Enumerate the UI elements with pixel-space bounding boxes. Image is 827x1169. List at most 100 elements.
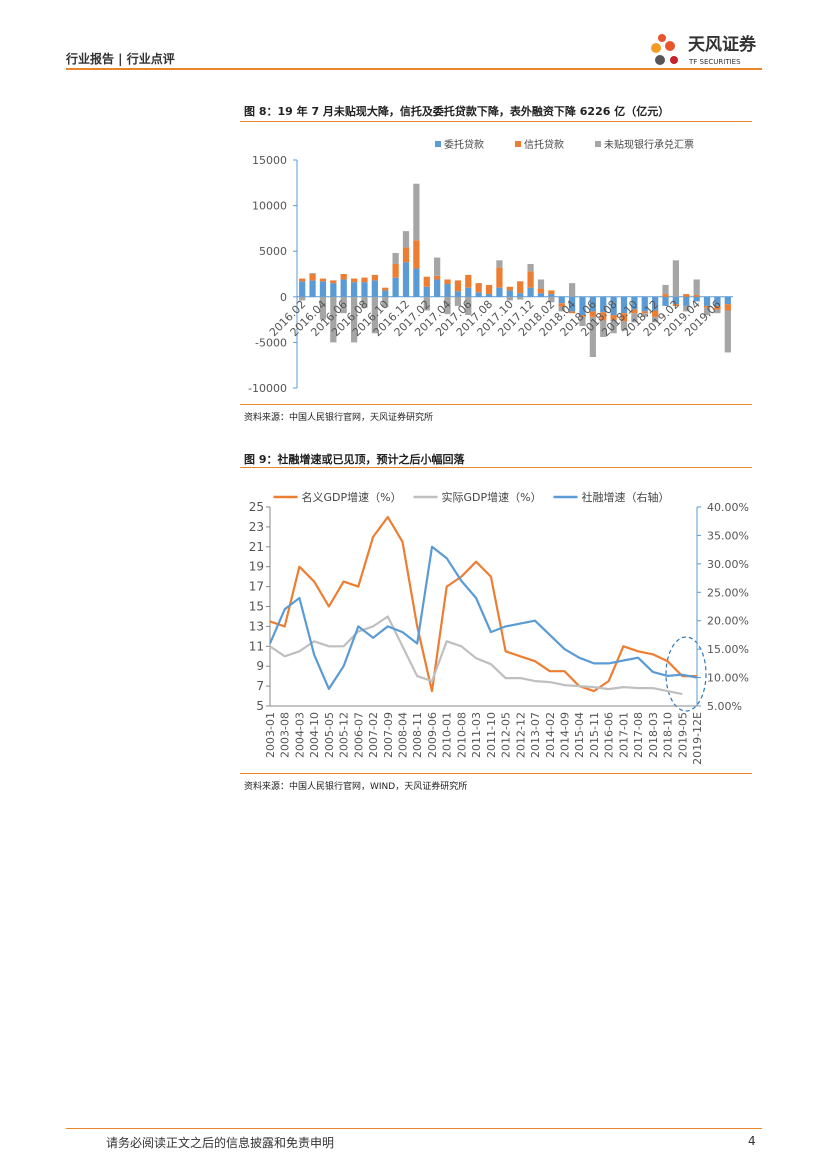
figure-rule — [240, 467, 752, 468]
y2-tick-label: 35.00% — [707, 529, 749, 542]
bar — [444, 279, 451, 285]
line-series — [269, 615, 683, 696]
x-tick-label: 2010-01 — [441, 712, 454, 758]
bar — [568, 283, 576, 297]
x-tick-label: 2012-12 — [514, 712, 527, 758]
bar — [371, 280, 378, 297]
bar — [382, 290, 389, 297]
bar — [361, 296, 368, 308]
x-tick-label: 2003-08 — [279, 712, 292, 758]
bar — [382, 296, 389, 307]
x-tick-label: 2008-04 — [397, 712, 410, 758]
logo: 天风证券 TF SECURITIES — [651, 34, 757, 66]
y-tick-label: 23 — [249, 520, 264, 534]
x-tick-label: 2011-03 — [470, 712, 483, 758]
charts: -10000-50000500010000150002016.022016.04… — [248, 138, 749, 765]
bar — [506, 290, 513, 297]
bar — [496, 287, 503, 297]
bar — [465, 296, 472, 316]
bar — [454, 291, 462, 297]
y-tick-label: 0 — [280, 291, 287, 304]
source: 资料来源：中国人民银行官网，WIND，天风证券研究所 — [244, 782, 468, 792]
x-tick-label: 2018-10 — [662, 712, 675, 758]
bar — [392, 263, 399, 278]
bar — [423, 296, 430, 311]
bar — [724, 304, 731, 311]
bar — [423, 276, 430, 287]
bar — [517, 296, 524, 300]
bar — [392, 277, 399, 297]
bar — [610, 319, 617, 334]
bar — [568, 311, 576, 314]
bar — [309, 280, 316, 297]
legend-swatch — [595, 141, 601, 147]
bar — [413, 268, 420, 297]
bar — [693, 296, 700, 302]
bar — [579, 315, 586, 317]
bar — [454, 296, 462, 306]
y-tick-label: 13 — [249, 619, 264, 633]
figure-title: 图 8：19 年 7 月未贴现大降，信托及委托贷款下降，表外融资下降 6226 … — [244, 105, 670, 118]
bar — [361, 277, 368, 283]
bar — [361, 282, 368, 297]
bar — [371, 296, 378, 334]
y2-tick-label: 20.00% — [707, 615, 749, 628]
y-tick-label: -10000 — [248, 382, 287, 395]
bar — [517, 293, 524, 297]
bar — [506, 296, 513, 301]
bar — [631, 313, 638, 323]
bar — [672, 296, 680, 305]
bar — [413, 240, 420, 269]
bar — [434, 279, 441, 297]
x-tick-label: 2003-01 — [264, 712, 277, 758]
logo-dot — [670, 56, 678, 64]
bar — [537, 288, 545, 294]
y-tick-label: 5000 — [259, 245, 287, 258]
bar — [662, 294, 669, 297]
bar — [714, 296, 721, 306]
bar — [485, 284, 493, 295]
bar — [309, 273, 316, 274]
bar — [465, 274, 472, 288]
y2-tick-label: 10.00% — [707, 672, 749, 685]
bar — [319, 296, 327, 320]
bar — [589, 311, 596, 317]
x-tick-label: 2016-06 — [603, 712, 616, 758]
logo-dot — [651, 43, 661, 53]
legend-swatch — [515, 141, 521, 147]
bar — [693, 294, 700, 297]
bar — [402, 231, 410, 248]
bar — [444, 296, 451, 315]
bar — [631, 309, 638, 314]
x-tick-label: 2004-10 — [308, 712, 321, 758]
bar — [579, 296, 586, 316]
bar — [589, 296, 596, 312]
bar — [703, 296, 711, 306]
bar — [444, 284, 451, 297]
bar — [714, 305, 721, 310]
y-tick-label: 25 — [249, 500, 264, 514]
bar — [340, 279, 347, 297]
bar — [610, 315, 617, 320]
bar — [620, 313, 628, 322]
x-tick-label: 2011-10 — [485, 712, 498, 758]
bar — [527, 287, 534, 297]
bar — [724, 296, 731, 305]
y-tick-label: 17 — [249, 580, 264, 594]
source: 资料来源：中国人民银行官网，天风证券研究所 — [244, 413, 434, 423]
bar — [652, 316, 659, 323]
bar — [340, 274, 347, 280]
x-tick-label: 2014-02 — [544, 712, 557, 758]
bar — [620, 321, 628, 331]
y-tick-label: 15000 — [252, 154, 287, 167]
bar — [683, 294, 690, 297]
bar — [350, 296, 358, 343]
y-tick-label: 5 — [256, 699, 264, 713]
bar — [475, 283, 482, 293]
y2-tick-label: 5.00% — [707, 700, 742, 713]
bar — [496, 260, 503, 268]
bar — [475, 292, 482, 297]
x-tick-label: 2010-08 — [455, 712, 468, 758]
bar — [672, 260, 680, 297]
bar — [299, 281, 306, 297]
